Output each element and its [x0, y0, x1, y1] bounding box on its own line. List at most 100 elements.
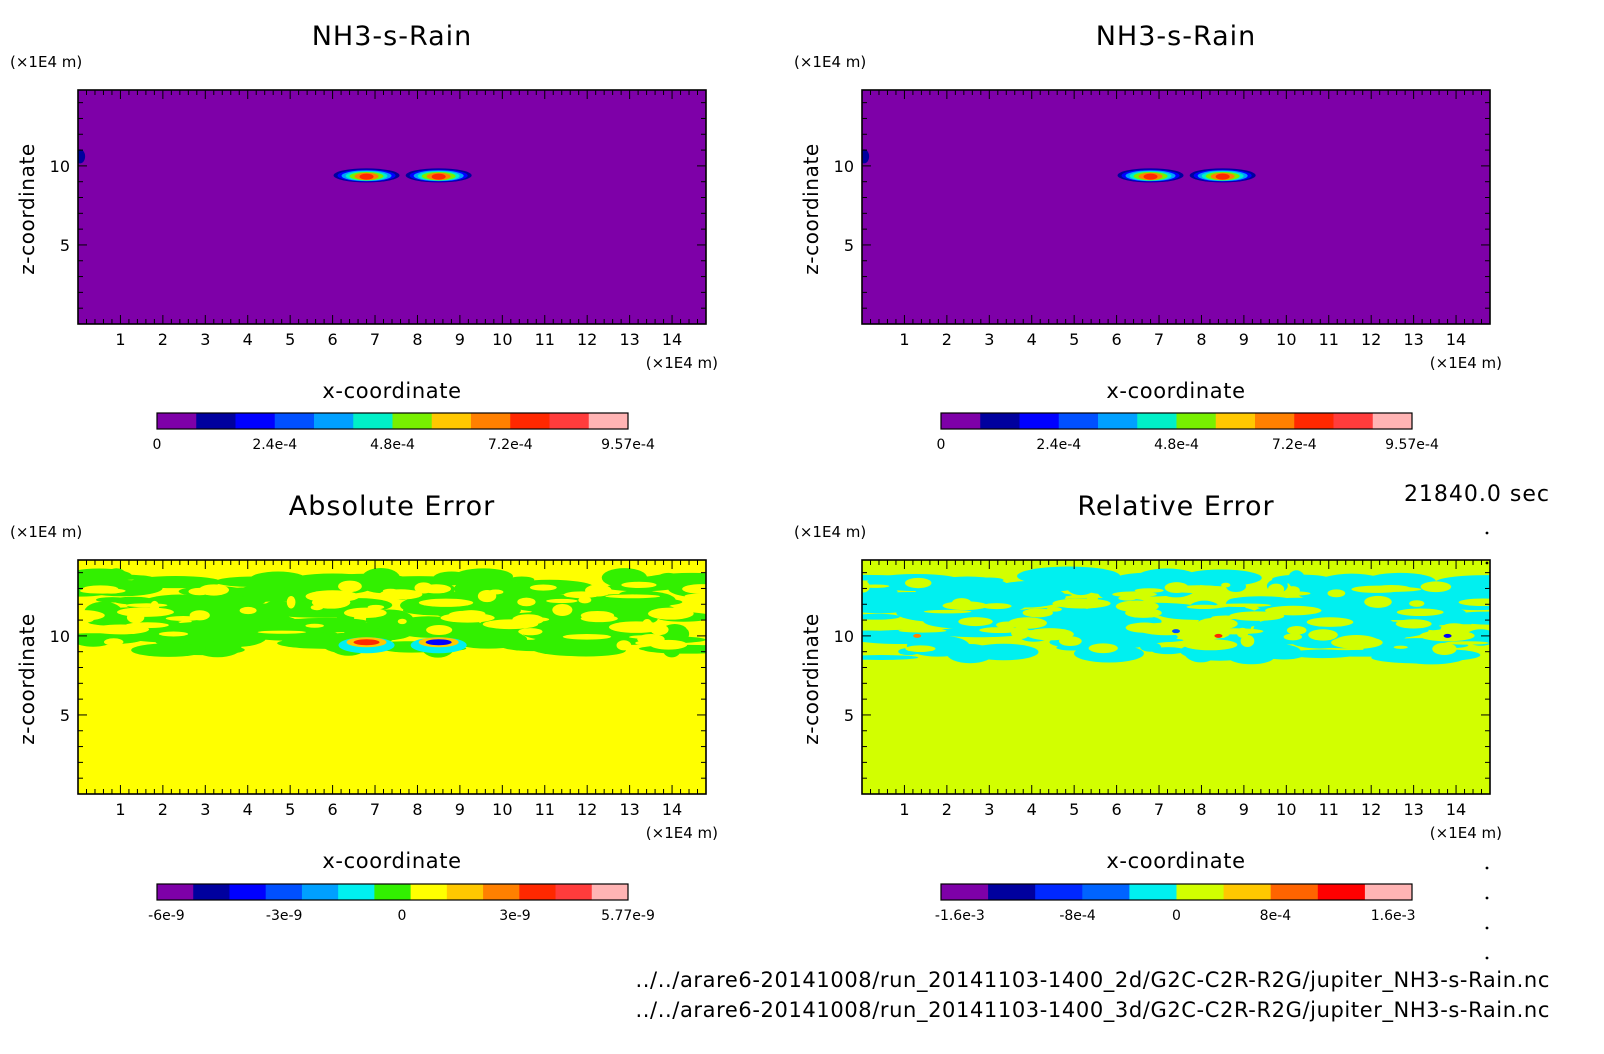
rain-blob — [1143, 173, 1158, 180]
y-axis-label: z-coordinate — [799, 143, 823, 275]
rain-blob — [359, 173, 374, 180]
error-speck — [1214, 633, 1223, 638]
x-tick-label: 12 — [1361, 330, 1381, 349]
field-patch — [628, 635, 660, 639]
field-patch — [649, 639, 688, 650]
x-tick-label: 9 — [455, 330, 465, 349]
field-patch — [1059, 636, 1082, 647]
field-patch — [421, 584, 452, 594]
colorbar-label: 7.2e-4 — [1272, 437, 1317, 453]
colorbar-swatch — [196, 413, 236, 429]
x-tick-label: 1 — [899, 800, 909, 819]
field-patch — [641, 619, 653, 631]
field-patch — [905, 645, 936, 653]
x-axis-label: x-coordinate — [1106, 379, 1245, 403]
field-patch — [862, 596, 898, 603]
field-patch — [488, 589, 504, 595]
colorbar-swatch — [1082, 884, 1130, 900]
field-patch — [562, 633, 612, 640]
x-tick-label: 13 — [619, 330, 639, 349]
field-patch — [239, 606, 257, 615]
x-axis-unit: (×1E4 m) — [646, 824, 718, 842]
colorbar-swatch — [410, 884, 448, 900]
x-tick-label: 1 — [115, 800, 125, 819]
x-tick-label: 4 — [243, 330, 253, 349]
colorbar-swatch — [549, 413, 590, 429]
field-patch — [1221, 582, 1231, 588]
field-patch — [189, 610, 210, 621]
x-tick-label: 6 — [1112, 330, 1122, 349]
x-tick-label: 3 — [200, 800, 210, 819]
field-patch — [1407, 649, 1481, 661]
field-patch — [1350, 604, 1412, 620]
x-tick-label: 5 — [1069, 330, 1079, 349]
x-tick-label: 5 — [285, 800, 295, 819]
x-tick-label: 9 — [1239, 330, 1249, 349]
field-patch — [609, 621, 664, 633]
colorbar-label: 2.4e-4 — [252, 437, 297, 453]
field-patch — [682, 584, 706, 594]
field-patch — [150, 600, 160, 613]
colorbar-label: 3e-9 — [499, 908, 530, 924]
field-patch — [1440, 623, 1468, 635]
x-tick-label: 7 — [370, 800, 380, 819]
x-tick-label: 10 — [492, 800, 512, 819]
field-patch — [1186, 604, 1222, 610]
y-tick-label: 10 — [834, 157, 854, 176]
x-tick-label: 11 — [1319, 330, 1339, 349]
field-patch — [996, 621, 1019, 629]
x-tick-label: 7 — [1154, 800, 1164, 819]
x-tick-label: 11 — [535, 330, 555, 349]
field-patch — [1039, 621, 1071, 630]
colorbar-swatch — [1372, 413, 1413, 429]
colorbar-swatch — [1058, 413, 1099, 429]
field-patch — [1017, 566, 1121, 586]
field-patch — [958, 617, 993, 627]
colorbar-label: 9.57e-4 — [601, 437, 655, 453]
colorbar-swatch — [229, 884, 267, 900]
field-patch — [1283, 633, 1303, 641]
x-tick-label: 13 — [1403, 330, 1423, 349]
colorbar-swatch — [1333, 413, 1374, 429]
colorbar-swatch — [301, 884, 339, 900]
tick-marks — [78, 560, 706, 794]
field-patch — [1164, 582, 1189, 594]
colorbar-swatch — [988, 884, 1036, 900]
field-patch — [1215, 603, 1272, 607]
colorbar-swatch — [1019, 413, 1060, 429]
field-patch — [103, 638, 124, 646]
field-patch — [686, 623, 706, 633]
colorbar-swatch — [314, 413, 354, 429]
y-tick-label: 10 — [50, 157, 70, 176]
y-tick-label: 5 — [60, 706, 70, 725]
colorbar-label: 8e-4 — [1260, 908, 1292, 924]
field-patch — [1204, 628, 1264, 635]
field-patch — [1409, 600, 1425, 607]
colorbar-swatch — [157, 413, 197, 429]
x-tick-label: 2 — [158, 330, 168, 349]
field-patch — [1180, 569, 1262, 587]
colorbar-swatch — [274, 413, 315, 429]
field-patch — [426, 625, 453, 635]
field-patch — [1424, 599, 1454, 608]
colorbar-label: -6e-9 — [148, 908, 185, 924]
colorbar-swatch — [483, 884, 520, 900]
field-patch — [188, 587, 211, 596]
x-tick-label: 14 — [662, 330, 682, 349]
field-patch — [1393, 645, 1408, 649]
field-patch — [1236, 627, 1249, 638]
field-patch — [78, 637, 110, 647]
x-tick-label: 14 — [1446, 800, 1466, 819]
time-label: 21840.0 sec — [1403, 482, 1550, 507]
field-patch — [257, 630, 307, 634]
x-tick-label: 1 — [115, 330, 125, 349]
y-tick-label: 10 — [50, 627, 70, 646]
field-patch — [370, 576, 469, 587]
colorbar-label: 1.6e-3 — [1371, 908, 1416, 924]
x-tick-label: 7 — [370, 330, 380, 349]
x-tick-label: 11 — [1319, 800, 1339, 819]
colorbar-swatch — [1223, 884, 1272, 900]
x-axis-label: x-coordinate — [322, 379, 461, 403]
field-patch — [942, 601, 988, 611]
